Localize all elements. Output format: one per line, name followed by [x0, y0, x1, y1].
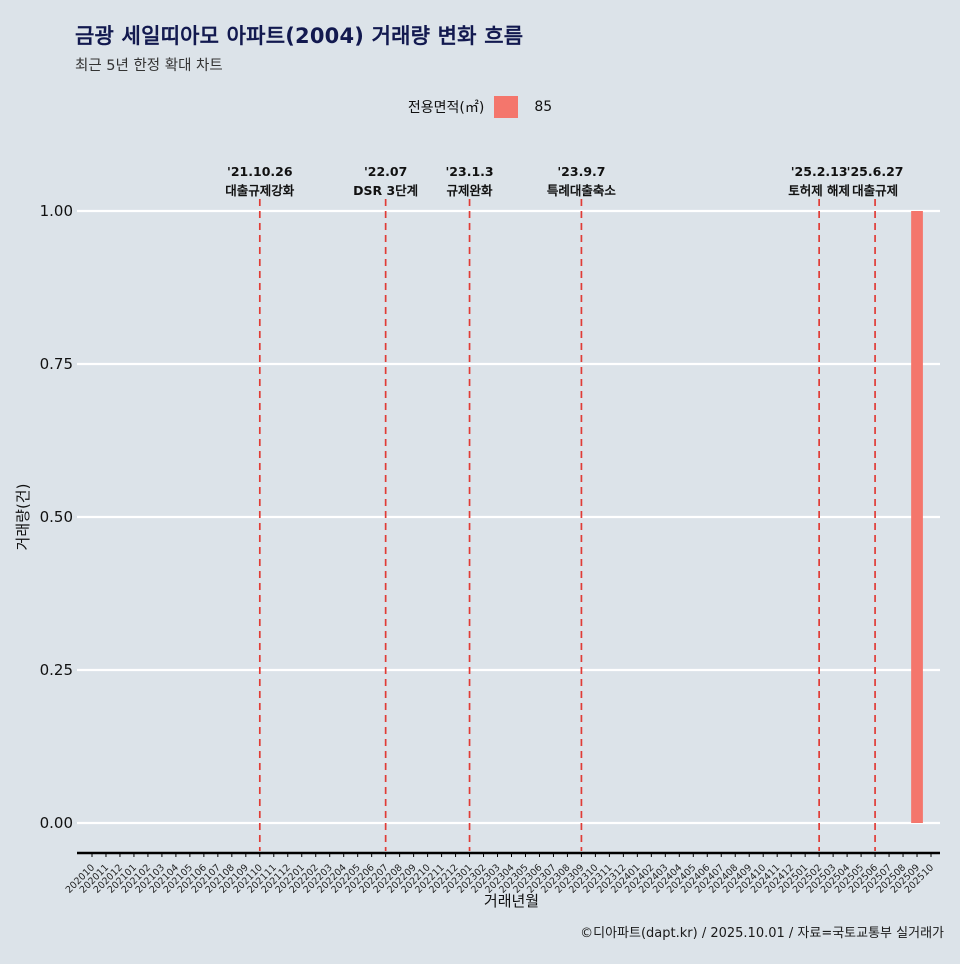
- y-axis-title: 거래량(건): [14, 484, 32, 551]
- event-date: '23.9.7: [557, 164, 605, 179]
- legend-value: 85: [534, 99, 553, 115]
- legend-swatch: [494, 96, 519, 118]
- event-label: 규제완화: [447, 183, 494, 198]
- y-tick-label: 1.00: [40, 202, 73, 220]
- y-tick-label: 0.00: [40, 814, 73, 832]
- page-title: 금광 세일띠아모 아파트(2004) 거래량 변화 흐름: [75, 24, 524, 48]
- event-label: 대출규제강화: [225, 183, 295, 198]
- page-subtitle: 최근 5년 한정 확대 차트: [75, 58, 223, 74]
- event-date: '25.6.27: [847, 164, 904, 179]
- event-date: '21.10.26: [227, 164, 293, 179]
- event-date: '23.1.3: [445, 164, 493, 179]
- y-tick-label: 0.75: [40, 355, 73, 373]
- y-tick-label: 0.50: [40, 508, 73, 526]
- legend-label: 전용면적(㎡): [407, 100, 485, 116]
- event-label: 토허제 해제: [788, 183, 850, 198]
- x-axis-title: 거래년월: [484, 892, 539, 910]
- event-label: 특례대출축소: [547, 183, 617, 198]
- event-label: 대출규제: [852, 183, 898, 198]
- legend: 전용면적(㎡) 85: [0, 96, 960, 118]
- bar: [911, 211, 923, 823]
- event-date: '22.07: [364, 164, 407, 179]
- event-label: DSR 3단계: [353, 183, 418, 198]
- event-date: '25.2.13: [791, 164, 848, 179]
- y-tick-label: 0.25: [40, 661, 73, 679]
- footer-credit: ©디아파트(dapt.kr) / 2025.10.01 / 자료=국토교통부 실…: [580, 926, 944, 941]
